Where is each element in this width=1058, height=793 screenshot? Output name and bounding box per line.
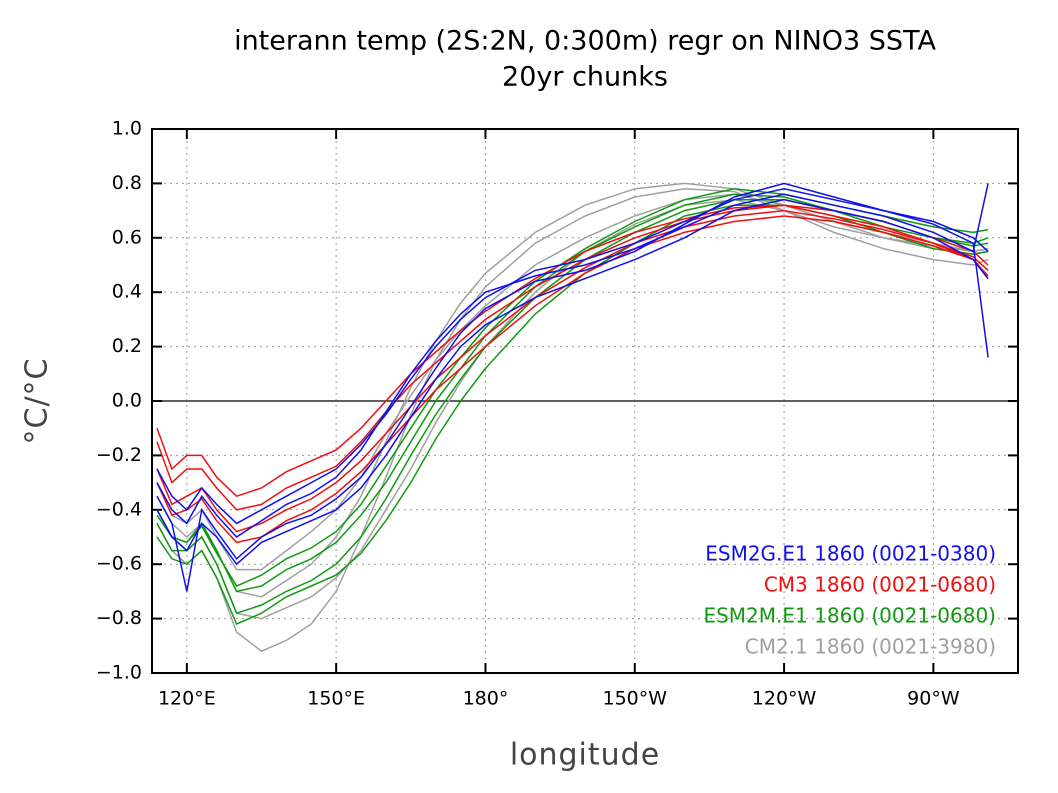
series-line xyxy=(156,183,989,538)
chart-title: interann temp (2S:2N, 0:300m) regr on NI… xyxy=(234,26,936,57)
x-tick-label: 90°W xyxy=(907,688,960,710)
series-line xyxy=(156,193,989,571)
series-line xyxy=(156,204,989,511)
series-line xyxy=(156,188,989,525)
y-tick-label: −0.2 xyxy=(96,444,142,466)
y-tick-label: 1.0 xyxy=(112,118,142,140)
y-tick-label: 0.0 xyxy=(112,390,142,412)
y-tick-label: −0.8 xyxy=(96,607,142,629)
y-tick-label: −0.4 xyxy=(96,498,142,520)
y-tick-label: −1.0 xyxy=(96,662,142,684)
series-line xyxy=(156,198,989,566)
x-tick-label: 180° xyxy=(463,688,509,710)
y-axis-label: °C/°C xyxy=(20,357,55,444)
plot-frame xyxy=(151,128,1019,674)
y-tick-label: 0.4 xyxy=(112,281,142,303)
legend-label: CM2.1 1860 (0021-3980) xyxy=(745,635,996,659)
legend-label: CM3 1860 (0021-0680) xyxy=(764,573,996,597)
x-tick-label: 150°E xyxy=(307,688,365,710)
y-tick-label: 0.8 xyxy=(112,172,142,194)
x-tick-label: 120°E xyxy=(158,688,216,710)
chart-subtitle: 20yr chunks xyxy=(502,62,668,93)
series-line xyxy=(156,204,989,498)
x-tick-label: 150°W xyxy=(602,688,667,710)
y-tick-label: −0.6 xyxy=(96,553,142,575)
legend-label: ESM2M.E1 1860 (0021-0680) xyxy=(703,604,996,628)
series-line xyxy=(156,193,989,593)
x-tick-label: 120°W xyxy=(752,688,817,710)
y-tick-label: 0.6 xyxy=(112,226,142,248)
series-line xyxy=(156,182,989,592)
series-line xyxy=(156,215,989,544)
x-axis-label: longitude xyxy=(510,738,660,773)
y-tick-label: 0.2 xyxy=(112,335,142,357)
legend-label: ESM2G.E1 1860 (0021-0380) xyxy=(705,542,996,566)
